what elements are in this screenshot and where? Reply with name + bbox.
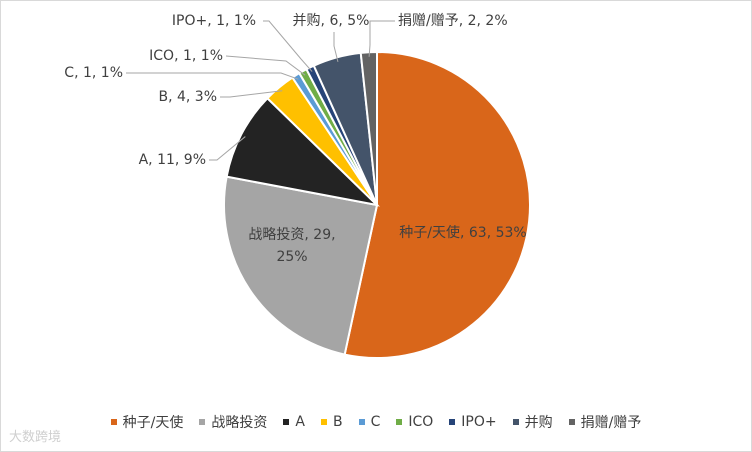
legend-swatch: [568, 419, 575, 425]
legend-label: B: [332, 414, 343, 430]
legend-item: 捐赠/赠予: [568, 412, 642, 432]
legend-swatch: [283, 419, 290, 425]
leader-line: [333, 32, 339, 62]
legend-item: C: [358, 412, 381, 432]
legend-swatch: [396, 419, 403, 425]
data-label: 并购, 6, 5%: [292, 13, 370, 29]
leader-line: [209, 136, 246, 161]
leader-line: [368, 20, 395, 57]
legend-label: 战略投资: [211, 415, 268, 431]
legend-swatch: [110, 419, 117, 425]
data-label: 种子/天使, 63, 53%: [399, 225, 527, 241]
legend-item: 战略投资: [199, 412, 267, 432]
legend-item: A: [283, 412, 305, 432]
legend-label: 并购: [524, 415, 553, 431]
data-label: C, 1, 1%: [64, 65, 123, 81]
legend-item: IPO+: [449, 412, 497, 432]
legend-item: B: [320, 412, 343, 432]
legend-swatch: [199, 419, 206, 425]
data-label: 捐赠/赠予, 2, 2%: [398, 13, 508, 29]
legend-item: ICO: [396, 412, 433, 432]
data-label: A, 11, 9%: [138, 152, 206, 168]
data-label: B, 4, 3%: [158, 89, 217, 105]
data-label: 战略投资, 29, 25%: [248, 227, 336, 265]
legend-swatch: [358, 419, 365, 425]
legend-label: C: [370, 414, 381, 430]
leader-line: [263, 20, 313, 72]
legend-label: 种子/天使: [122, 415, 184, 431]
legend-swatch: [512, 419, 519, 425]
legend-label: 捐赠/赠予: [580, 415, 642, 431]
legend-item: 种子/天使: [110, 412, 184, 432]
legend-label: A: [295, 414, 305, 430]
leader-line: [126, 72, 299, 80]
pie-slice: [223, 175, 379, 356]
legend-label: IPO+: [461, 414, 497, 430]
leader-line: [220, 90, 283, 98]
leader-line: [225, 55, 306, 76]
legend: 种子/天使 战略投资 A B C ICO IPO+ 并购 捐赠/赠予: [1, 412, 751, 432]
legend-swatch: [320, 419, 327, 425]
pie-slice: [343, 50, 531, 359]
legend-swatch: [449, 419, 456, 425]
pie-slice: [225, 96, 381, 207]
legend-label: ICO: [408, 414, 434, 430]
data-label: IPO+, 1, 1%: [171, 13, 257, 29]
pie-slice: [359, 50, 378, 206]
data-label: ICO, 1, 1%: [149, 48, 223, 64]
watermark: 大数跨境: [9, 430, 62, 445]
legend-item: 并购: [512, 412, 553, 432]
